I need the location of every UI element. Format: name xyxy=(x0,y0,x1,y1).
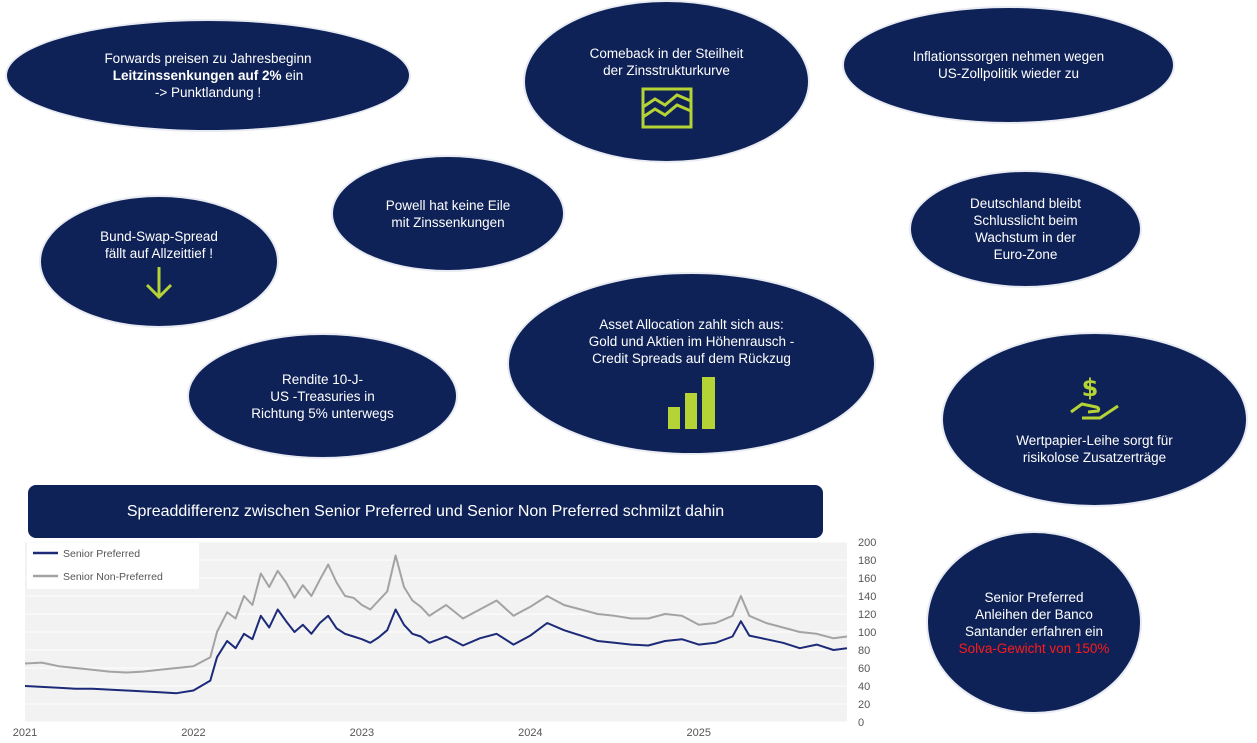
bubble-forwards-line2: Leitzinssenkungen auf 2% ein xyxy=(113,67,304,84)
y-axis-ticks: 0 20 40 60 80 100 120 140 160 180 200 xyxy=(858,538,876,729)
series-line-senior-preferred xyxy=(24,608,848,695)
bubble-powell-line1: Powell hat keine Eile xyxy=(385,197,511,213)
y-tick-label: 40 xyxy=(858,681,870,693)
bubble-rendite-line1: Rendite 10-J- xyxy=(281,371,364,387)
spread-chart: 0 20 40 60 80 100 120 140 160 180 200 2021 2022 2023… xyxy=(13,538,877,739)
bubble-santander-line4: Solva-Gewicht von 150% xyxy=(958,640,1110,656)
y-tick-label: 20 xyxy=(858,699,870,711)
yield-curve-icon xyxy=(641,87,693,129)
bubble-santander-line3: Santander erfahren ein xyxy=(964,623,1104,639)
y-tick-label: 160 xyxy=(858,573,876,585)
y-tick-label: 180 xyxy=(858,555,876,567)
chart-legend: Senior Preferred Senior Non-Preferred xyxy=(27,543,199,589)
legend-label: Senior Non-Preferred xyxy=(63,571,163,583)
x-tick-label: 2024 xyxy=(518,727,542,739)
bubble-santander: Senior Preferred Anleihen der Banco Sant… xyxy=(926,531,1142,714)
bubble-asset-line3: Credit Spreads auf dem Rückzug xyxy=(592,351,791,366)
bubble-deutschland-line2: Schlusslicht beim xyxy=(973,213,1078,228)
bubble-forwards-line2-bold: Leitzinssenkungen auf 2% xyxy=(112,68,282,83)
legend-label: Senior Preferred xyxy=(63,548,140,560)
legend-box xyxy=(27,543,199,589)
bubble-deutschland-line1: Deutschland bleibt xyxy=(969,196,1082,211)
bubble-inflation-line1: Inflationssorgen nehmen wegen xyxy=(912,49,1105,64)
bubble-rendite: Rendite 10-J- US -Treasuries in Richtung… xyxy=(187,333,458,459)
bubble-forwards-line1: Forwards preisen zu Jahresbeginn xyxy=(104,51,312,66)
bubble-inflation-line2: US-Zollpolitik wieder zu xyxy=(937,66,1080,81)
bubble-forwards-line3: -> Punktlandung ! xyxy=(154,85,262,100)
chart-banner: Spreaddifferenz zwischen Senior Preferre… xyxy=(28,485,823,538)
bubble-santander-line2: Anleihen der Banco xyxy=(975,606,1093,622)
series-lines xyxy=(24,554,848,695)
y-tick-label: 140 xyxy=(858,591,876,603)
dollar-hand-icon: $ xyxy=(1068,374,1122,424)
y-tick-label: 200 xyxy=(858,538,876,549)
bubble-wertpapier-line1: Wertpapier-Leihe sorgt für xyxy=(1016,432,1173,448)
bubble-rendite-line2: US -Treasuries in xyxy=(270,388,375,404)
bubble-santander-line1: Senior Preferred xyxy=(984,589,1084,605)
bubble-deutschland-line3: Wachstum in der xyxy=(975,230,1076,245)
bubble-forwards-line2-rest: ein xyxy=(281,68,304,83)
bubble-bund: Bund-Swap-Spread fällt auf Allzeittief ! xyxy=(39,195,279,328)
bubble-asset-line1: Asset Allocation zahlt sich aus: xyxy=(599,317,784,332)
bubble-deutschland-line4: Euro-Zone xyxy=(993,247,1058,262)
y-tick-label: 60 xyxy=(858,663,870,675)
y-tick-label: 0 xyxy=(858,717,864,729)
series-line-senior-non-preferred xyxy=(24,554,848,674)
bubble-comeback-line1: Comeback in der Steilheit xyxy=(589,45,744,61)
x-tick-label: 2021 xyxy=(13,727,37,739)
bubble-inflation: Inflationssorgen nehmen wegen US-Zollpol… xyxy=(842,6,1175,124)
bubble-asset: Asset Allocation zahlt sich aus: Gold un… xyxy=(507,272,876,455)
bubble-asset-line2: Gold und Aktien im Höhenrausch - xyxy=(588,334,795,349)
bubble-deutschland: Deutschland bleibt Schlusslicht beim Wac… xyxy=(909,170,1142,288)
bubble-bund-line2: fällt auf Allzeittief ! xyxy=(104,246,214,261)
x-tick-label: 2022 xyxy=(181,727,205,739)
y-tick-label: 80 xyxy=(858,645,870,657)
x-tick-label: 2025 xyxy=(687,727,711,739)
bubble-rendite-line3: Richtung 5% unterwegs xyxy=(251,405,394,421)
svg-text:$: $ xyxy=(1081,374,1098,402)
bubble-wertpapier: $ Wertpapier-Leihe sorgt für risikolose … xyxy=(941,332,1248,507)
bubble-powell-line2: mit Zinssenkungen xyxy=(391,214,505,230)
arrow-down-icon xyxy=(144,265,174,301)
bubble-forwards: Forwards preisen zu Jahresbeginn Leitzin… xyxy=(5,19,411,132)
y-tick-label: 120 xyxy=(858,609,876,621)
bubble-powell: Powell hat keine Eile mit Zinssenkungen xyxy=(331,155,565,272)
y-tick-label: 100 xyxy=(858,627,876,639)
chart-banner-text: Spreaddifferenz zwischen Senior Preferre… xyxy=(126,502,725,520)
bubble-comeback-line2: der Zinsstrukturkurve xyxy=(603,62,730,78)
x-axis-ticks: 2021 2022 2023 2024 2025 xyxy=(13,727,711,739)
bubble-comeback: Comeback in der Steilheit der Zinsstrukt… xyxy=(523,0,810,163)
bubble-wertpapier-line2: risikolose Zusatzerträge xyxy=(1022,449,1167,465)
x-tick-label: 2023 xyxy=(350,727,374,739)
bar-chart-icon xyxy=(667,375,717,429)
bubble-bund-line1: Bund-Swap-Spread xyxy=(100,229,218,244)
